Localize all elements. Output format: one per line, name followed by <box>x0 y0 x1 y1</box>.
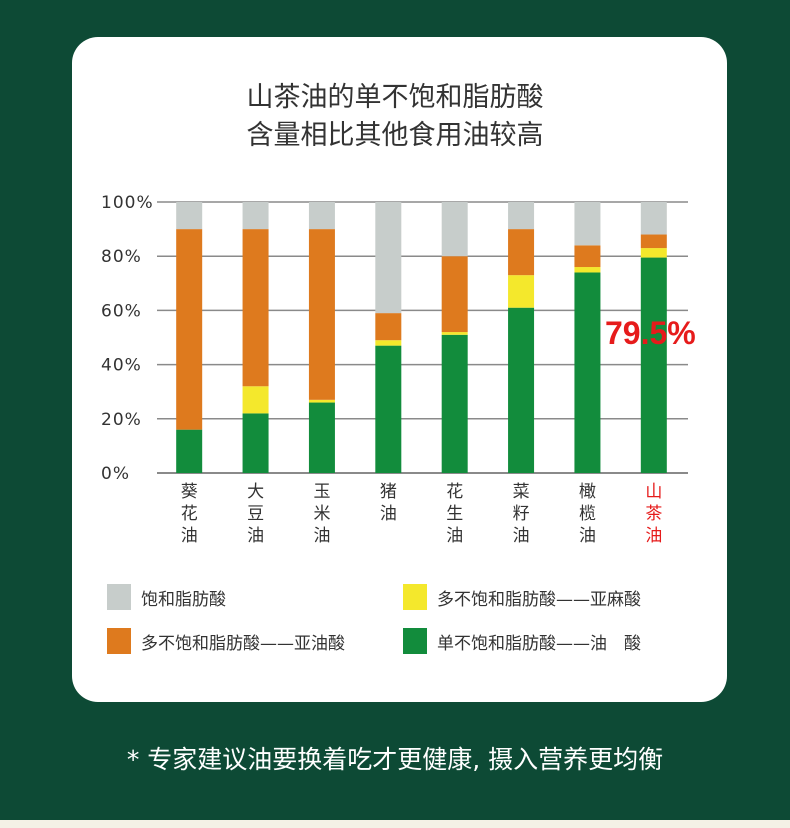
legend-label: 饱和脂肪酸 <box>141 589 226 610</box>
x-tick-label: 花 <box>446 482 463 502</box>
x-tick-label: 花 <box>181 504 198 524</box>
x-tick-label: 油 <box>579 526 596 546</box>
y-tick-label: 60% <box>101 301 142 321</box>
legend-swatch <box>403 628 427 654</box>
bar-segment <box>176 429 203 473</box>
bar-segment <box>242 229 269 387</box>
bar-segment <box>308 229 335 400</box>
x-tick-label: 菜 <box>513 482 530 502</box>
bar-segment <box>242 413 269 473</box>
y-tick-label: 80% <box>101 247 142 267</box>
bar-segment <box>574 272 601 473</box>
legend-item-linoleic: 多不饱和脂肪酸——亚油酸 <box>107 626 345 656</box>
legend-label: 单不饱和脂肪酸——油 酸 <box>437 633 641 654</box>
bar-segment <box>375 345 402 473</box>
bar-segment <box>574 267 601 273</box>
data-label-79-5: 79.5% <box>605 315 696 351</box>
x-tick-label: 豆 <box>247 504 264 524</box>
legend-item-linolenic: 多不饱和脂肪酸——亚麻酸 <box>403 582 641 612</box>
bar-segment <box>640 257 667 473</box>
bar-segment <box>640 234 667 249</box>
bar-segment <box>242 202 269 230</box>
x-tick-label: 油 <box>513 526 530 546</box>
bar-segment <box>441 332 468 335</box>
x-tick-label: 油 <box>645 526 662 546</box>
bar-segment <box>308 202 335 230</box>
bar-segment <box>308 399 335 403</box>
bar-segment <box>375 202 402 314</box>
legend-swatch <box>107 628 131 654</box>
x-tick-label: 橄 <box>579 482 596 502</box>
legend-item-saturated: 饱和脂肪酸 <box>107 582 226 612</box>
x-tick-label: 猪 <box>380 482 397 502</box>
bar-segment <box>308 402 335 473</box>
bar-segment <box>375 313 402 341</box>
chart-title-line2: 含量相比其他食用油较高 <box>246 120 544 151</box>
x-tick-label: 油 <box>247 526 264 546</box>
x-tick-label: 生 <box>446 504 463 524</box>
bar-segment <box>574 202 601 246</box>
x-tick-label: 籽 <box>513 504 530 524</box>
bar-segment <box>441 202 468 257</box>
bar-segment <box>508 229 535 276</box>
bar-segment <box>508 275 535 308</box>
x-tick-label: 榄 <box>579 504 596 524</box>
legend-swatch <box>107 584 131 610</box>
legend-item-oleic: 单不饱和脂肪酸——油 酸 <box>403 626 641 656</box>
bar-segment <box>441 256 468 333</box>
x-tick-label: 米 <box>313 504 330 524</box>
bar-segment <box>441 334 468 473</box>
bar-segment <box>242 386 269 414</box>
bar-segment <box>375 340 402 346</box>
bottom-strip <box>0 820 790 828</box>
footer-note: * 专家建议油要换着吃才更健康, 摄入营养更均衡 <box>126 745 664 774</box>
legend-label: 多不饱和脂肪酸——亚麻酸 <box>437 589 641 610</box>
y-tick-label: 100% <box>101 193 154 213</box>
x-tick-label: 大 <box>247 482 264 502</box>
bar-segment <box>508 307 535 473</box>
y-tick-label: 40% <box>101 356 142 376</box>
y-tick-label: 0% <box>101 464 130 484</box>
y-tick-label: 20% <box>101 410 142 430</box>
legend-label: 多不饱和脂肪酸——亚油酸 <box>141 633 345 654</box>
x-tick-label: 油 <box>313 526 330 546</box>
x-tick-label: 玉 <box>313 482 330 502</box>
bar-segment <box>176 229 203 430</box>
bar-segment <box>508 202 535 230</box>
x-tick-label: 油 <box>446 526 463 546</box>
chart-title-line1: 山茶油的单不饱和脂肪酸 <box>246 82 544 113</box>
bar-segment <box>176 202 203 230</box>
legend-swatch <box>403 584 427 610</box>
x-tick-label: 葵 <box>181 482 198 502</box>
bar-segment <box>574 245 601 268</box>
bar-segment <box>640 248 667 258</box>
x-tick-label: 山 <box>645 482 662 502</box>
x-tick-label: 油 <box>181 526 198 546</box>
bar-segment <box>640 202 667 235</box>
x-tick-label: 油 <box>380 504 397 524</box>
x-tick-label: 茶 <box>645 504 662 524</box>
